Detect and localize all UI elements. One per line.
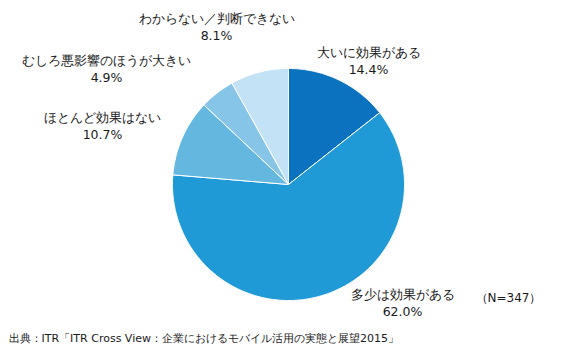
svg-text:多少は効果がある62.0%: 多少は効果がある62.0% xyxy=(351,287,455,319)
svg-text:むしろ悪影響のほうが大きい4.9%: むしろ悪影響のほうが大きい4.9% xyxy=(22,53,191,85)
svg-text:（N=347）: （N=347） xyxy=(476,291,542,305)
svg-text:出典：ITR「ITR Cross View：企業におけるモバ: 出典：ITR「ITR Cross View：企業におけるモバイル活用の実態と展望… xyxy=(9,332,399,345)
svg-text:ほとんど効果はない10.7%: ほとんど効果はない10.7% xyxy=(44,110,161,142)
svg-text:大いに効果がある14.4%: 大いに効果がある14.4% xyxy=(317,45,421,77)
svg-text:わからない／判断できない8.1%: わからない／判断できない8.1% xyxy=(139,11,295,43)
